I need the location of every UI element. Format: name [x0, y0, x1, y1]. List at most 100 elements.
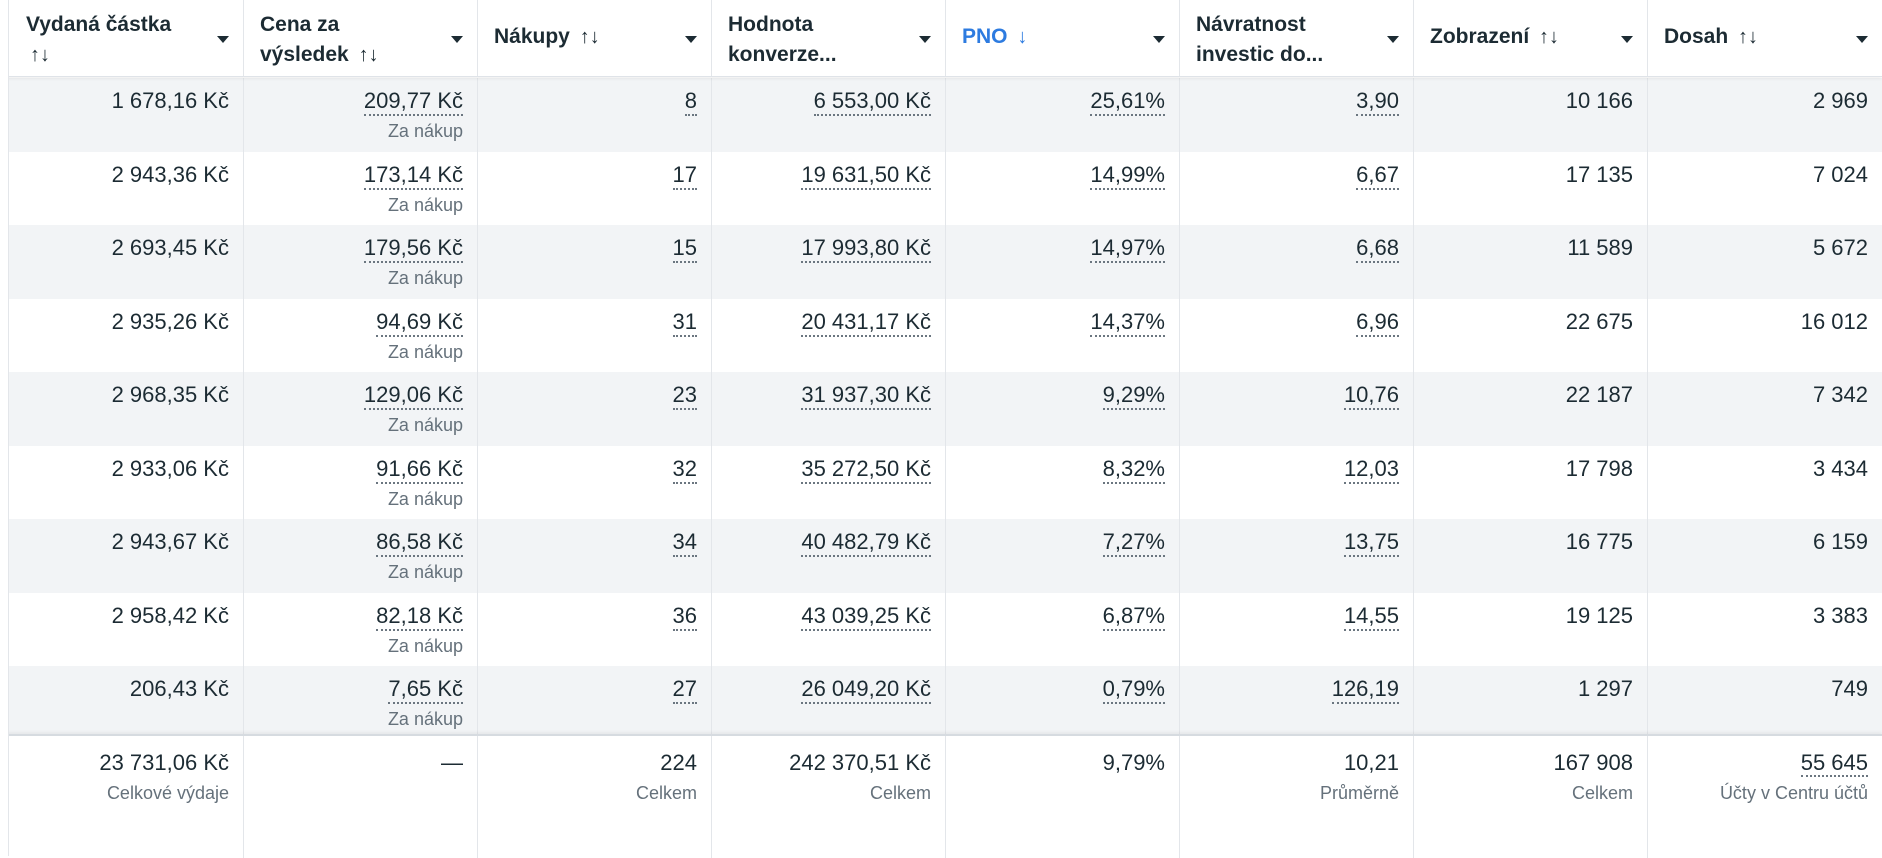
- sort-icon[interactable]: ↑↓: [358, 44, 379, 66]
- chevron-down-icon[interactable]: [685, 36, 697, 43]
- metric-value-link[interactable]: 31 937,30 Kč: [801, 382, 931, 410]
- metric-value-link[interactable]: 19 631,50 Kč: [801, 161, 931, 190]
- metric-value-link[interactable]: 173,14 Kč: [363, 161, 463, 190]
- metric-value-link[interactable]: 8,32%: [1102, 455, 1165, 484]
- metric-value-link[interactable]: 31: [672, 308, 697, 337]
- metric-value-link[interactable]: 126,19: [1331, 676, 1399, 704]
- cell-conversion-value: 20 431,17 Kč: [712, 298, 946, 372]
- cell-cost-per-result: 7,65 Kč Za nákup: [244, 666, 478, 740]
- metric-value-link[interactable]: 7,65 Kč: [388, 676, 463, 704]
- sort-icon[interactable]: ↑↓: [579, 26, 600, 48]
- table-row[interactable]: 2 943,67 Kč 86,58 Kč Za nákup 34 40 482,79 K…: [0, 519, 1882, 593]
- table-row[interactable]: 2 935,26 Kč 94,69 Kč Za nákup 31 20 431,17 K…: [0, 298, 1882, 372]
- metric-value-link[interactable]: 40 482,79 Kč: [801, 529, 931, 557]
- metric-value-link[interactable]: 23: [672, 382, 697, 410]
- metric-value-link[interactable]: 35 272,50 Kč: [801, 455, 931, 484]
- cell-conversion-value: 17 993,80 Kč: [712, 225, 946, 299]
- metric-value-link[interactable]: 3,90: [1356, 88, 1399, 116]
- metric-value-link[interactable]: 6 553,00 Kč: [813, 88, 931, 116]
- column-header-roas[interactable]: Návratnost investic do...: [1180, 0, 1414, 76]
- metric-value-link[interactable]: 34: [672, 529, 697, 557]
- table-row[interactable]: 2 943,36 Kč 173,14 Kč Za nákup 17 19 631,50 …: [0, 151, 1882, 225]
- metric-value-link[interactable]: 0,79%: [1102, 676, 1165, 704]
- cell-conversion-value: 40 482,79 Kč: [712, 519, 946, 593]
- metric-value-link[interactable]: 15: [672, 235, 697, 263]
- chevron-down-icon[interactable]: [919, 36, 931, 43]
- metric-value: 10 166: [1565, 88, 1633, 113]
- sort-descending-icon[interactable]: ↓: [1017, 26, 1028, 48]
- metric-value-link[interactable]: 6,87%: [1102, 602, 1165, 631]
- cell-spend: 2 968,35 Kč: [0, 372, 244, 446]
- metric-value-link[interactable]: 14,99%: [1090, 161, 1165, 190]
- metric-value-link[interactable]: 36: [672, 602, 697, 631]
- metric-value-link[interactable]: 6,96: [1356, 308, 1399, 337]
- chevron-down-icon[interactable]: [451, 36, 463, 43]
- metric-value: 16 012: [1800, 308, 1868, 334]
- metric-value-link[interactable]: 94,69 Kč: [376, 308, 463, 337]
- summary-cost-per-result: —: [244, 736, 478, 858]
- metric-value-link[interactable]: 82,18 Kč: [376, 602, 463, 631]
- cell-purchases: 23: [478, 372, 712, 446]
- metric-value-link[interactable]: 12,03: [1343, 455, 1399, 484]
- metric-value-link[interactable]: 27: [672, 676, 697, 704]
- column-header-pno[interactable]: PNO ↓: [946, 0, 1180, 76]
- metric-value-link[interactable]: 20 431,17 Kč: [801, 308, 931, 337]
- table-row[interactable]: 206,43 Kč 7,65 Kč Za nákup 27 26 049,20 Kč 0,…: [0, 666, 1882, 740]
- column-header-purchases[interactable]: Nákupy ↑↓: [478, 0, 712, 76]
- metric-value-link[interactable]: 129,06 Kč: [363, 382, 463, 410]
- metric-value-link[interactable]: 17 993,80 Kč: [801, 235, 931, 263]
- metric-value-link[interactable]: 13,75: [1343, 529, 1399, 557]
- sort-icon[interactable]: ↑↓: [30, 44, 50, 66]
- metric-value-link[interactable]: 32: [672, 455, 697, 484]
- summary-caption: Celkem: [1571, 783, 1633, 803]
- cell-roas: 6,96: [1180, 298, 1414, 372]
- metric-value-link[interactable]: 14,37%: [1090, 308, 1165, 337]
- table-row[interactable]: 2 968,35 Kč 129,06 Kč Za nákup 23 31 937,30 …: [0, 372, 1882, 446]
- column-header-conversion-value[interactable]: Hodnota konverze...: [712, 0, 946, 76]
- metric-value-link[interactable]: 43 039,25 Kč: [801, 602, 931, 631]
- metric-value-link[interactable]: 10,76: [1343, 382, 1399, 410]
- chevron-down-icon[interactable]: [1856, 36, 1868, 43]
- metric-value-link[interactable]: 86,58 Kč: [376, 529, 463, 557]
- cell-purchases: 8: [478, 78, 712, 152]
- metric-value: 3 383: [1812, 602, 1868, 628]
- cell-impressions: 1 297: [1414, 666, 1648, 740]
- table-row[interactable]: 2 933,06 Kč 91,66 Kč Za nákup 32 35 272,50 K…: [0, 445, 1882, 519]
- table-row[interactable]: 2 693,45 Kč 179,56 Kč Za nákup 15 17 993,80 …: [0, 225, 1882, 299]
- chevron-down-icon[interactable]: [1153, 36, 1165, 43]
- metric-value-link[interactable]: 9,29%: [1102, 382, 1165, 410]
- metric-value: 17 135: [1565, 161, 1633, 187]
- summary-value-link[interactable]: 55 645: [1800, 750, 1868, 777]
- column-header-cost-per-result[interactable]: Cena za výsledek ↑↓: [244, 0, 478, 76]
- metric-value: 2 935,26 Kč: [111, 308, 229, 334]
- metric-value-link[interactable]: 6,67: [1356, 161, 1399, 190]
- summary-value: 10,21: [1343, 750, 1399, 775]
- chevron-down-icon[interactable]: [1621, 36, 1633, 43]
- table-row[interactable]: 1 678,16 Kč 209,77 Kč Za nákup 8 6 553,00 Kč…: [0, 78, 1882, 152]
- table-row[interactable]: 2 958,42 Kč 82,18 Kč Za nákup 36 43 039,25 K…: [0, 592, 1882, 666]
- metric-value-link[interactable]: 14,97%: [1090, 235, 1165, 263]
- metric-value-link[interactable]: 8: [684, 88, 697, 116]
- cell-pno: 25,61%: [946, 78, 1180, 152]
- chevron-down-icon[interactable]: [217, 36, 229, 43]
- metric-value-link[interactable]: 179,56 Kč: [363, 235, 463, 263]
- metric-value-link[interactable]: 91,66 Kč: [376, 455, 463, 484]
- cell-impressions: 16 775: [1414, 519, 1648, 593]
- metric-value-link[interactable]: 209,77 Kč: [363, 88, 463, 116]
- sort-icon[interactable]: ↑↓: [1539, 26, 1560, 48]
- cell-impressions: 11 589: [1414, 225, 1648, 299]
- metric-value-link[interactable]: 6,68: [1356, 235, 1399, 263]
- chevron-down-icon[interactable]: [1387, 36, 1399, 43]
- metric-value-link[interactable]: 14,55: [1343, 602, 1399, 631]
- metric-value-link[interactable]: 26 049,20 Kč: [801, 676, 931, 704]
- metric-value-link[interactable]: 7,27%: [1102, 529, 1165, 557]
- column-header-label: PNO: [962, 25, 1008, 48]
- metric-value-link[interactable]: 25,61%: [1090, 88, 1165, 116]
- column-header-label-line2: investic do...: [1196, 43, 1324, 66]
- metric-value-link[interactable]: 17: [672, 161, 697, 190]
- column-header-spend[interactable]: Vydaná částka ↑↓: [0, 0, 244, 76]
- cell-purchases: 17: [478, 151, 712, 225]
- sort-icon[interactable]: ↑↓: [1738, 26, 1759, 48]
- column-header-reach[interactable]: Dosah ↑↓: [1648, 0, 1882, 76]
- column-header-impressions[interactable]: Zobrazení ↑↓: [1414, 0, 1648, 76]
